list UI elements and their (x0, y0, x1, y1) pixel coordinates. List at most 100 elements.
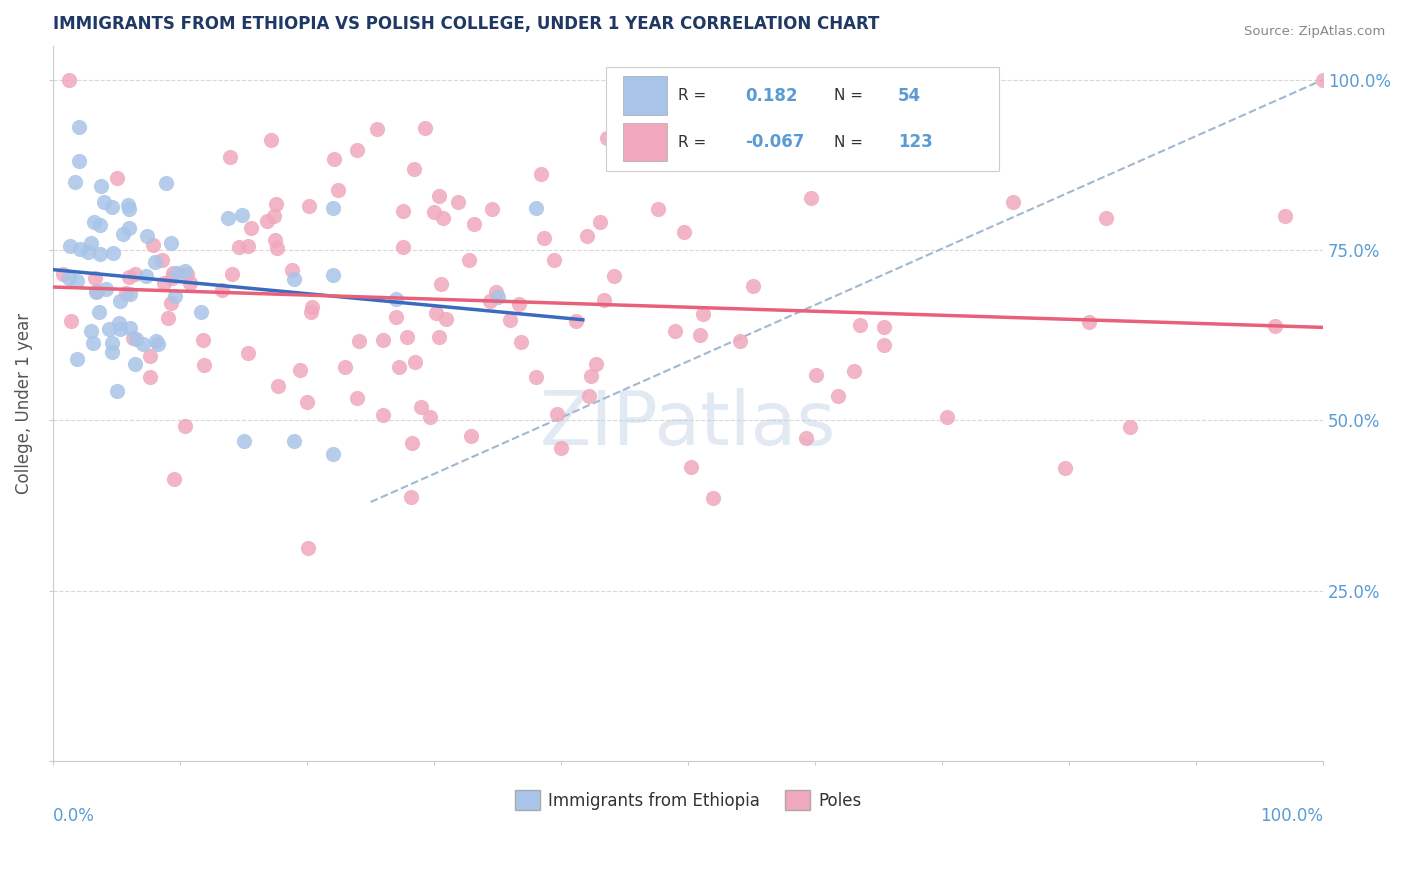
Point (804, 368, 827, 382)
Point (193, 359, 215, 373)
Point (425, 306, 447, 320)
Point (89, 218, 111, 232)
Point (89, 305, 111, 319)
Point (794, 430, 817, 444)
Point (117, 198, 139, 212)
Point (346, 143, 368, 157)
Point (499, 313, 522, 327)
Point (263, 209, 285, 223)
Point (333, 359, 356, 374)
Point (589, 215, 612, 229)
Point (399, 490, 422, 504)
Text: N =: N = (834, 135, 868, 150)
Point (108, 293, 131, 308)
Point (432, 211, 454, 226)
Point (76, 244, 98, 259)
Point (326, 184, 349, 198)
Point (322, 447, 344, 461)
Point (228, 240, 250, 254)
Point (121, 331, 143, 345)
Point (52, 267, 75, 281)
Point (603, 268, 626, 283)
Point (485, 285, 508, 299)
Point (848, 318, 870, 332)
Point (100, 345, 122, 359)
FancyBboxPatch shape (606, 67, 1000, 171)
Point (299, 304, 322, 318)
Point (66, 274, 89, 288)
Point (118, 321, 141, 335)
Point (139, 370, 162, 384)
Point (165, 289, 187, 303)
Point (59, 314, 82, 328)
Point (429, 189, 451, 203)
Point (702, 491, 724, 505)
Point (373, 333, 395, 347)
Point (263, 233, 285, 247)
Point (288, 363, 311, 377)
Point (575, 228, 598, 243)
Point (108, 322, 131, 336)
Text: IMMIGRANTS FROM ETHIOPIA VS POLISH COLLEGE, UNDER 1 YEAR CORRELATION CHART: IMMIGRANTS FROM ETHIOPIA VS POLISH COLLE… (53, 15, 880, 33)
Point (67, 154, 90, 169)
Point (83, 215, 105, 229)
Point (160, 296, 183, 310)
Point (221, 267, 243, 281)
Point (295, 395, 318, 409)
Point (112, 227, 135, 241)
Point (596, 131, 619, 145)
Text: -0.067: -0.067 (745, 133, 804, 151)
Point (1054, 461, 1077, 475)
Point (86, 285, 108, 299)
Y-axis label: College, Under 1 year: College, Under 1 year (15, 313, 32, 494)
Point (530, 167, 553, 181)
Point (742, 279, 765, 293)
Point (281, 263, 304, 277)
Point (392, 240, 415, 254)
Point (935, 409, 957, 424)
Point (673, 225, 696, 239)
Point (118, 287, 141, 301)
Point (1002, 194, 1025, 209)
Point (564, 314, 586, 328)
Point (135, 269, 157, 284)
Point (83, 271, 105, 285)
Point (647, 202, 669, 216)
Point (155, 176, 177, 190)
Point (385, 310, 408, 325)
Point (298, 199, 321, 213)
Point (69, 242, 91, 256)
Text: 100.0%: 100.0% (1260, 807, 1323, 825)
Point (508, 296, 530, 310)
Point (190, 305, 212, 319)
Point (82, 336, 104, 351)
Point (240, 221, 263, 235)
Point (115, 285, 138, 300)
Point (217, 211, 239, 226)
Text: 54: 54 (897, 87, 921, 104)
Point (267, 379, 290, 393)
Point (510, 335, 533, 350)
Point (550, 441, 572, 455)
Point (231, 208, 253, 222)
Point (63, 175, 86, 189)
Point (404, 354, 426, 368)
Point (89, 247, 111, 261)
Point (692, 307, 714, 321)
Point (256, 214, 278, 228)
Point (401, 436, 423, 450)
Point (402, 161, 425, 176)
Point (58, 72, 80, 87)
Point (844, 363, 866, 377)
Text: R =: R = (678, 88, 711, 103)
Point (118, 221, 141, 235)
Point (322, 153, 344, 167)
Text: N =: N = (834, 88, 868, 103)
Point (94, 282, 117, 296)
FancyBboxPatch shape (623, 123, 666, 161)
Point (1312, 72, 1334, 87)
Point (546, 407, 568, 421)
Point (297, 541, 319, 555)
Point (681, 460, 703, 475)
Point (457, 253, 479, 268)
